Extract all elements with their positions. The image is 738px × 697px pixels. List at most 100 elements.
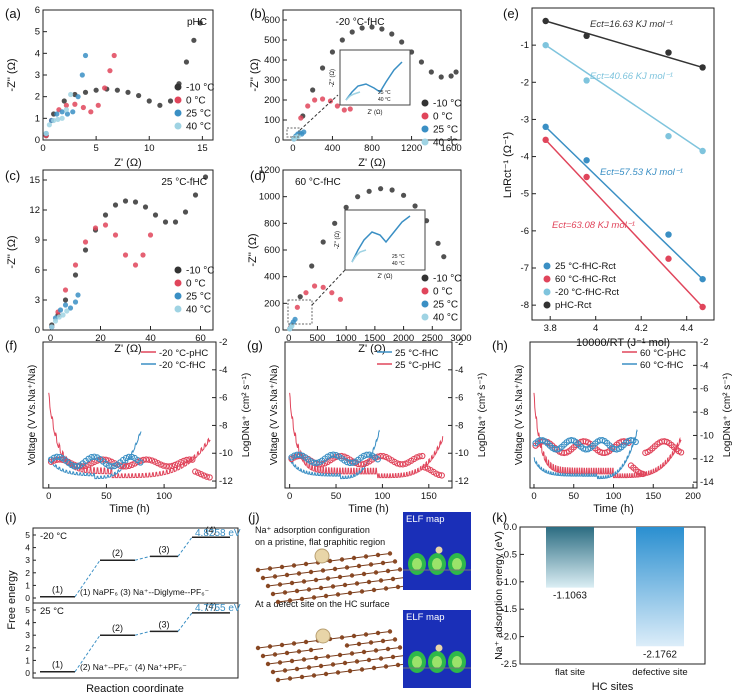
data-point-0 °C: [147, 232, 154, 238]
panel-h: 0 50 100 150 200 -2 -4 -6 -8 -10 -12 -14 60 °C-pHC60…: [492, 337, 733, 515]
elf-na: [435, 644, 443, 652]
diffusion-point-25 °C-pHC: [413, 454, 420, 461]
y-tick-label: 200: [264, 95, 280, 106]
y2-tick-label: -8: [700, 407, 708, 418]
x-tick-label: 1500: [364, 333, 385, 344]
x-tick-label: 0: [531, 491, 536, 502]
y-tick-label: 1000: [259, 192, 280, 203]
x-tick-label: 0: [40, 143, 45, 154]
data-point-0 °C: [107, 68, 113, 74]
y-tick-label: 2: [25, 568, 30, 578]
inset-legend-40C: 40 °C: [392, 261, 405, 267]
x-tick-label: 100: [606, 491, 622, 502]
diffusion-point--20 °C-pHC: [166, 463, 173, 470]
y-axis-label: Na⁺ adsorption energy (eV): [493, 531, 505, 660]
data-point-60 °C-fHC-Rct: [699, 303, 706, 311]
transition-line: [134, 630, 151, 636]
voltage-curve-60 °C-fHC: [533, 429, 638, 480]
diffusion-point--20 °C-pHC: [79, 463, 86, 470]
graphitic-lattice: [255, 551, 413, 605]
energy-annotation: Ect=16.63 KJ mol⁻¹: [590, 19, 673, 30]
y2-tick-label: -2: [219, 337, 227, 348]
data-point-25 °C: [70, 109, 76, 115]
diffusion-point--20 °C-pHC: [169, 462, 176, 470]
inset-x-label: Z' (Ω): [368, 110, 383, 116]
y-tick-label: 0: [25, 668, 30, 678]
x-tick-label: 4: [593, 323, 598, 334]
y2-tick-label: -2: [455, 337, 463, 348]
y-tick-label: 200: [264, 298, 280, 309]
data-point--10 °C: [453, 69, 459, 75]
data-point-25 °C: [67, 305, 74, 311]
diffusion-point--20 °C-pHC: [183, 456, 190, 464]
data-point--20 °C-fHC-Rct: [699, 147, 706, 155]
y-tick-label: 6: [35, 5, 40, 16]
x-tick-label: 0: [286, 333, 291, 344]
data-point--10 °C: [136, 92, 142, 99]
inset-series-40C: [351, 249, 367, 263]
diffusion-point--20 °C-pHC: [200, 472, 208, 479]
legend-label: -10 °C: [433, 99, 461, 110]
legend-label: -10 °C: [186, 83, 214, 94]
plot-frame: [32, 602, 239, 679]
data-point-25 °C: [292, 316, 298, 322]
final-energy: 4.7755 eV: [195, 603, 241, 614]
data-point--20 °C-fHC-Rct: [665, 132, 672, 140]
data-point-0 °C: [319, 96, 326, 102]
inset-y-label: -Z'' (Ω): [335, 231, 341, 249]
temperature-label: -20 °C: [40, 531, 67, 542]
panel-i: (i) 0 1 2 3 4 5 (1) (2) (3) (4) -20 °C 4.8258 eV (1) …: [5, 510, 241, 695]
x-tick-label: 800: [364, 143, 380, 154]
data-point-0 °C: [102, 85, 108, 91]
x-tick-label: 0: [290, 143, 295, 154]
y-tick-label: -1: [521, 40, 529, 51]
legend-marker: [174, 279, 182, 287]
y-tick-label: 5: [25, 530, 30, 540]
legend-marker: [543, 275, 551, 283]
bar-flat-site: [546, 527, 594, 588]
transition-line: [134, 555, 151, 561]
data-point-0 °C: [132, 262, 139, 268]
plot-frame: [42, 341, 217, 489]
diffusion-point--20 °C-pHC: [177, 459, 184, 466]
voltage-curve-60 °C-pHC: [533, 392, 682, 479]
panel-letter: (k): [492, 510, 507, 525]
data-point--20 °C-fHC-Rct: [583, 77, 590, 84]
data-point-0 °C: [102, 222, 109, 228]
data-point-pHC-Rct: [542, 17, 549, 25]
x-tick-label: flat site: [555, 667, 585, 678]
x-axis-label: Z' (Ω): [358, 157, 385, 169]
panel-letter: (e): [503, 6, 519, 21]
diffusion-point--20 °C-fHC: [105, 462, 112, 469]
x-axis-label: Time (h): [593, 503, 634, 515]
data-point--10 °C: [310, 87, 316, 93]
y2-tick-label: -4: [219, 365, 227, 376]
data-point--10 °C: [191, 37, 197, 43]
legend-label: pHC-Rct: [555, 300, 592, 311]
data-point-40 °C: [51, 117, 57, 124]
legend-label: 40 °C: [186, 122, 211, 133]
data-point--10 °C: [125, 89, 131, 95]
diffusion-point-25 °C-fHC: [296, 451, 303, 458]
legend-marker: [174, 83, 182, 91]
plot-frame: [42, 9, 214, 141]
diffusion-point--20 °C-fHC: [70, 463, 78, 470]
data-point--10 °C: [435, 240, 441, 246]
data-point-0 °C: [122, 252, 129, 258]
diffusion-point-25 °C-fHC: [313, 459, 320, 467]
data-point-25 °C: [82, 52, 89, 59]
legend-marker: [543, 262, 551, 270]
panel-e: 3.8 4 4.2 4.4 -8 -7 -6 -5 -4 -3 -2 -1 (e) Ect=16.63 K…: [502, 6, 715, 349]
x-tick-label: 3.8: [544, 323, 557, 334]
data-point-0 °C: [62, 287, 69, 293]
legend-label: -20 °C-fHC-Rct: [555, 287, 619, 298]
data-point-40 °C: [68, 91, 74, 98]
y2-tick-label: -2: [700, 337, 708, 348]
data-point-25 °C: [79, 72, 85, 78]
panel-letter: (h): [492, 338, 508, 353]
data-point-40 °C: [59, 115, 65, 121]
y2-tick-label: -6: [219, 393, 227, 404]
diffusion-point--20 °C-pHC: [122, 463, 130, 470]
y-tick-label: -5: [521, 189, 529, 200]
y2-tick-label: -12: [455, 476, 469, 487]
